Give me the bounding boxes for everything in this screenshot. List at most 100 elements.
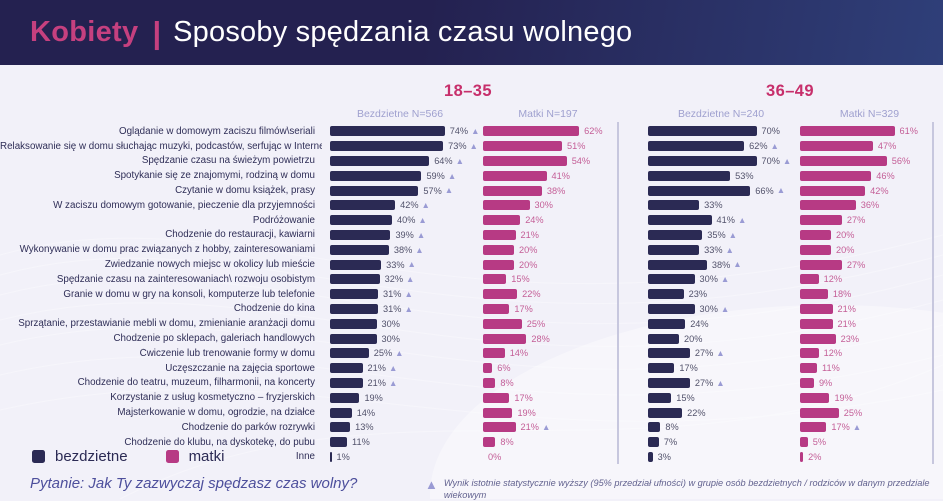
bar-matki bbox=[483, 229, 516, 240]
bar-cell: 38% ▲ bbox=[322, 244, 483, 255]
bar-cell: 32% ▲ bbox=[322, 274, 483, 285]
significance-triangle-icon: ▲ bbox=[418, 214, 427, 225]
bar-cell: 23% bbox=[800, 333, 943, 344]
bar-matki bbox=[800, 377, 814, 388]
bar-value: 42% bbox=[870, 185, 889, 196]
bar-cell: 64% ▲ bbox=[322, 155, 483, 166]
bar-matki bbox=[483, 155, 567, 166]
bar-cell: 30% bbox=[322, 333, 483, 344]
bar-cell: 36% bbox=[800, 200, 943, 211]
bar-bezdzietne bbox=[330, 170, 422, 181]
significance-triangle-icon: ▲ bbox=[395, 348, 404, 359]
bar-value: 70% bbox=[761, 155, 780, 166]
bar-bezdzietne bbox=[330, 215, 392, 226]
bar-matki bbox=[800, 229, 831, 240]
bar-bezdzietne bbox=[330, 363, 363, 374]
bar-value: 23% bbox=[840, 333, 860, 344]
bar-cell: 15% bbox=[483, 274, 648, 285]
bar-matki bbox=[800, 289, 828, 300]
bar-matki bbox=[483, 303, 510, 314]
bar-value: 21% bbox=[837, 318, 856, 329]
bar-matki bbox=[483, 259, 514, 270]
bar-value: 38% bbox=[393, 244, 413, 255]
significance-triangle-icon: ▲ bbox=[471, 126, 480, 137]
significance-triangle-icon: ▲ bbox=[455, 155, 464, 166]
bar-bezdzietne bbox=[648, 170, 731, 181]
bar-value: 59% bbox=[426, 170, 445, 181]
bar-cell: 38% ▲ bbox=[648, 259, 800, 270]
bar-value: 32% bbox=[384, 274, 403, 285]
chart-row: Zwiedzanie nowych miejsc w okolicy lub m… bbox=[0, 257, 943, 272]
chart-row: Wykonywanie w domu prac związanych z hob… bbox=[0, 242, 943, 257]
category-label: Korzystanie z usług kosmetyczno – fryzje… bbox=[110, 392, 315, 404]
bar-cell: 15% bbox=[648, 392, 800, 403]
bar-bezdzietne bbox=[648, 229, 703, 240]
category-label: Wykonywanie w domu prac związanych z hob… bbox=[19, 244, 315, 256]
bar-bezdzietne bbox=[648, 333, 679, 344]
bar-matki bbox=[800, 155, 887, 166]
bar-value: 7% bbox=[663, 437, 678, 448]
bar-matki bbox=[800, 200, 856, 211]
bar-cell: 70% ▲ bbox=[648, 155, 800, 166]
bar-cell: 2% bbox=[800, 451, 943, 462]
bar-value: 24% bbox=[690, 318, 709, 329]
bar-matki bbox=[483, 377, 496, 388]
bar-value: 13% bbox=[355, 422, 374, 433]
bar-value: 21% bbox=[520, 422, 539, 433]
bar-bezdzietne bbox=[648, 200, 700, 211]
bar-value: 21% bbox=[367, 377, 386, 388]
bar-cell: 41% bbox=[483, 170, 648, 181]
bar-cell: 39% ▲ bbox=[322, 229, 483, 240]
bar-value: 19% bbox=[364, 392, 383, 403]
bar-value: 19% bbox=[517, 407, 536, 418]
bar-bezdzietne bbox=[330, 348, 369, 359]
bar-value: 41% bbox=[716, 215, 735, 226]
bar-value: 15% bbox=[511, 274, 530, 285]
chart-row: Spędzanie czasu na zainteresowaniach\ ro… bbox=[0, 272, 943, 287]
bar-value: 8% bbox=[665, 422, 679, 433]
bar-cell: 14% bbox=[322, 407, 483, 418]
title-bar: Kobiety | Sposoby spędzania czasu wolneg… bbox=[0, 0, 943, 65]
bar-value: 9% bbox=[818, 377, 833, 388]
significance-triangle-icon: ▲ bbox=[716, 377, 725, 388]
bar-cell: 17% ▲ bbox=[800, 422, 943, 433]
bar-cell: 53% bbox=[648, 170, 800, 181]
bar-cell: 19% bbox=[800, 392, 943, 403]
bar-value: 70% bbox=[761, 126, 780, 137]
bar-bezdzietne bbox=[648, 215, 712, 226]
bar-value: 15% bbox=[676, 392, 695, 403]
bar-bezdzietne bbox=[330, 229, 391, 240]
bar-cell: 21% ▲ bbox=[483, 422, 648, 433]
column-header-matki-197: Matki N=197 bbox=[518, 108, 578, 120]
bar-cell: 57% ▲ bbox=[322, 185, 483, 196]
bar-value: 12% bbox=[823, 274, 842, 285]
bar-cell: 21% ▲ bbox=[322, 377, 483, 388]
bar-value: 8% bbox=[500, 437, 514, 448]
bar-bezdzietne bbox=[648, 451, 653, 462]
bar-cell: 30% bbox=[483, 200, 648, 211]
bar-cell: 51% bbox=[483, 141, 648, 152]
bar-cell: 33% bbox=[648, 200, 800, 211]
bar-value: 61% bbox=[899, 126, 918, 137]
title-divider: | bbox=[152, 14, 162, 50]
bar-bezdzietne bbox=[648, 318, 686, 329]
category-label: Chodzenie do teatru, muzeum, filharmonii… bbox=[77, 377, 315, 389]
bar-value: 2% bbox=[808, 451, 822, 462]
bar-cell: 19% bbox=[483, 407, 648, 418]
bar-value: 62% bbox=[749, 141, 768, 152]
category-label: Uczęszczanie na zajęcia sportowe bbox=[165, 362, 315, 374]
footnote-text: Wynik istotnie statystycznie wyższy (95%… bbox=[443, 478, 930, 500]
bar-value: 30% bbox=[699, 303, 718, 314]
right-edge-divider bbox=[932, 122, 934, 464]
bar-cell: 8% bbox=[483, 437, 648, 448]
chart-row: Spędzanie czasu na świeżym powietrzu 64% ▲… bbox=[0, 154, 943, 169]
bar-bezdzietne bbox=[330, 333, 377, 344]
bar-value: 57% bbox=[423, 185, 442, 196]
bar-value: 25% bbox=[843, 407, 863, 418]
chart-row: Chodzenie do teatru, muzeum, filharmonii… bbox=[0, 376, 943, 391]
bar-value: 27% bbox=[694, 348, 714, 359]
column-header-bezdzietne-240: Bezdzietne N=240 bbox=[677, 108, 765, 120]
significance-triangle-icon: ▲ bbox=[447, 170, 457, 181]
significance-triangle-icon: ▲ bbox=[782, 155, 792, 166]
bar-matki bbox=[483, 274, 507, 285]
